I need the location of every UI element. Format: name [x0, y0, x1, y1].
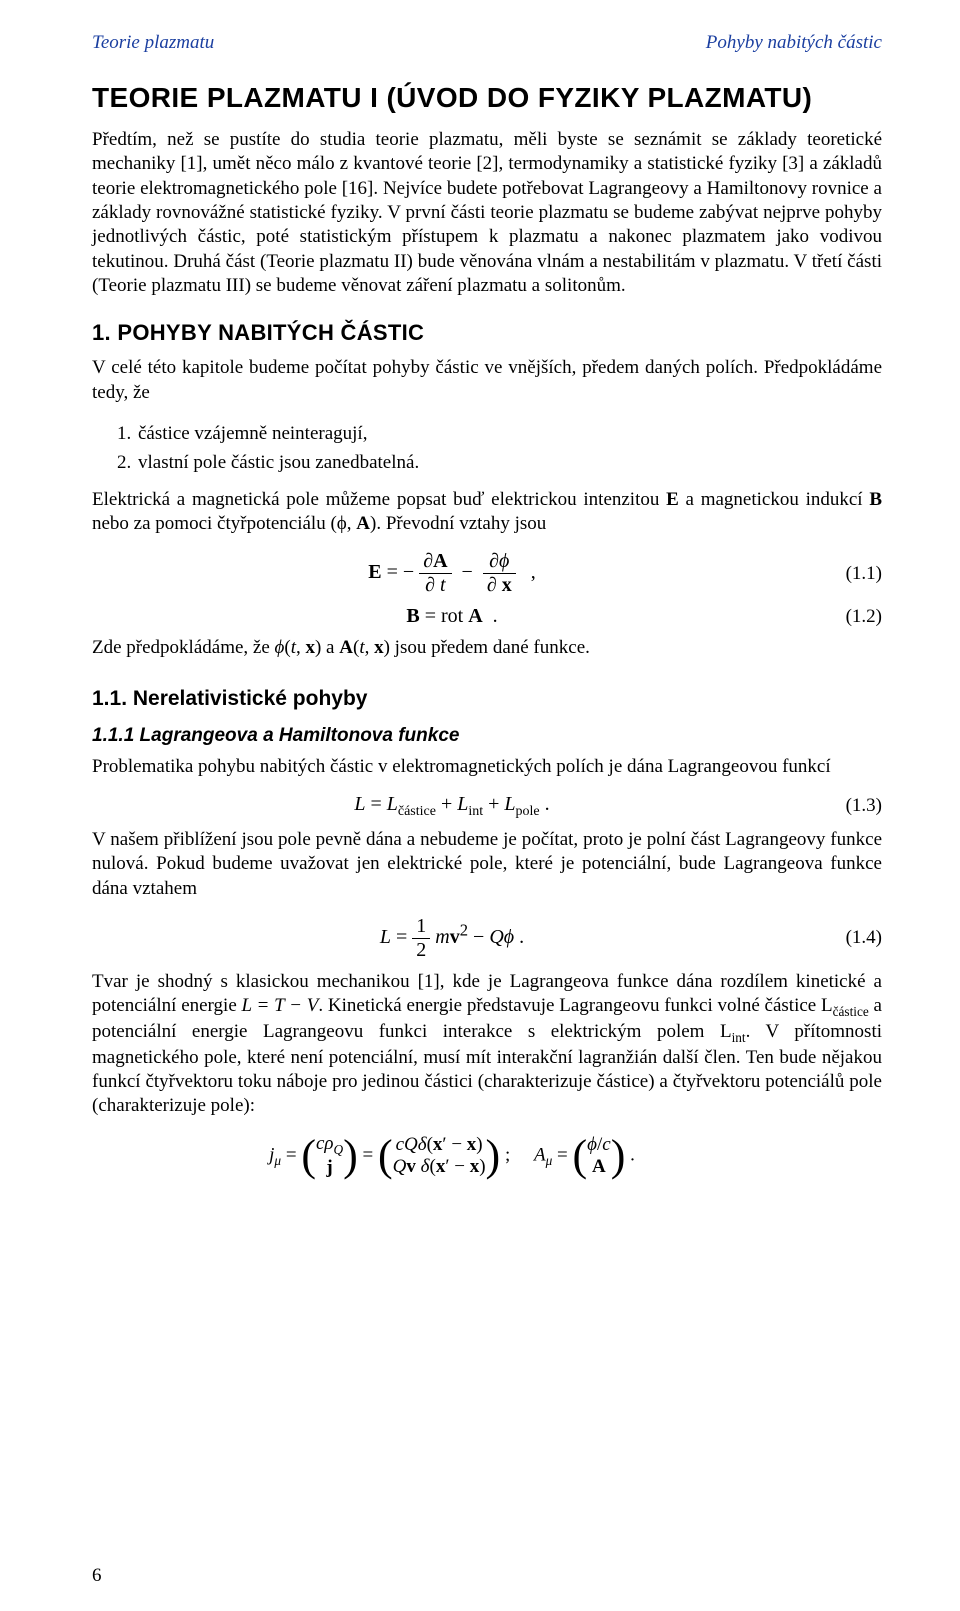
section-1-1-1-p1: Problematika pohybu nabitých částic v el…: [92, 755, 882, 779]
equation-formula: L = 12 mv2 − Qϕ .: [92, 915, 812, 962]
intro-paragraph: Předtím, než se pustíte do studia teorie…: [92, 128, 882, 298]
list-item: částice vzájemně neinteragují,: [136, 419, 882, 448]
equation-fourvector: jμ = (cρQj) = (cQδ(x′ − x)Qv δ(x′ − x)) …: [92, 1133, 882, 1179]
symbol-B: B: [869, 489, 882, 510]
running-header-left: Teorie plazmatu: [92, 32, 214, 54]
equation-1-2: B = rot A . (1.2): [92, 605, 882, 628]
section-1-title: 1. POHYBY NABITÝCH ČÁSTIC: [92, 320, 882, 346]
equation-tag: (1.2): [812, 606, 882, 628]
text-span: nebo za pomoci čtyřpotenciálu (ϕ,: [92, 513, 356, 534]
text-span: . Kinetická energie představuje Lagrange…: [318, 995, 832, 1016]
text-span: Elektrická a magnetická pole můžeme pops…: [92, 489, 666, 510]
page-number: 6: [92, 1565, 102, 1587]
section-1-1-1-title: 1.1.1 Lagrangeova a Hamiltonova funkce: [92, 725, 882, 747]
equation-formula: L = Lčástice + Lint + Lpole .: [92, 793, 812, 820]
assumption-list: částice vzájemně neinteragují, vlastní p…: [92, 419, 882, 478]
page-title: TEORIE PLAZMATU I (ÚVOD DO FYZIKY PLAZMA…: [92, 82, 882, 114]
section-1-p1: V celé této kapitole budeme počítat pohy…: [92, 356, 882, 405]
inline-eq: L = T − V: [242, 995, 319, 1016]
subscript: int: [732, 1030, 746, 1045]
equation-formula: E = − ∂A∂ t − ∂ϕ∂ x ,: [92, 550, 812, 597]
symbol-A: A: [356, 513, 370, 534]
symbol-E: E: [666, 489, 679, 510]
section-1-1-1-p2: V našem přiblížení jsou pole pevně dána …: [92, 828, 882, 901]
equation-tag: (1.3): [812, 795, 882, 817]
running-header-right: Pohyby nabitých částic: [706, 32, 882, 54]
equation-1-4: L = 12 mv2 − Qϕ . (1.4): [92, 915, 882, 962]
section-1-p2: Elektrická a magnetická pole můžeme pops…: [92, 488, 882, 537]
equation-tag: (1.1): [812, 563, 882, 585]
equation-formula: B = rot A .: [92, 605, 812, 628]
equation-1-3: L = Lčástice + Lint + Lpole . (1.3): [92, 793, 882, 820]
list-item: vlastní pole částic jsou zanedbatelná.: [136, 448, 882, 477]
text-span: ). Převodní vztahy jsou: [370, 513, 546, 534]
equation-1-1: E = − ∂A∂ t − ∂ϕ∂ x , (1.1): [92, 550, 882, 597]
section-1-p3: Zde předpokládáme, že ϕ(t, x) a A(t, x) …: [92, 636, 882, 660]
section-1-1-1-p3: Tvar je shodný s klasickou mechanikou [1…: [92, 970, 882, 1119]
section-1-1-title: 1.1. Nerelativistické pohyby: [92, 687, 882, 711]
equation-formula: jμ = (cρQj) = (cQδ(x′ − x)Qv δ(x′ − x)) …: [92, 1133, 812, 1179]
subscript: částice: [833, 1004, 869, 1019]
equation-tag: (1.4): [812, 927, 882, 949]
text-span: a magnetickou indukcí: [679, 489, 870, 510]
